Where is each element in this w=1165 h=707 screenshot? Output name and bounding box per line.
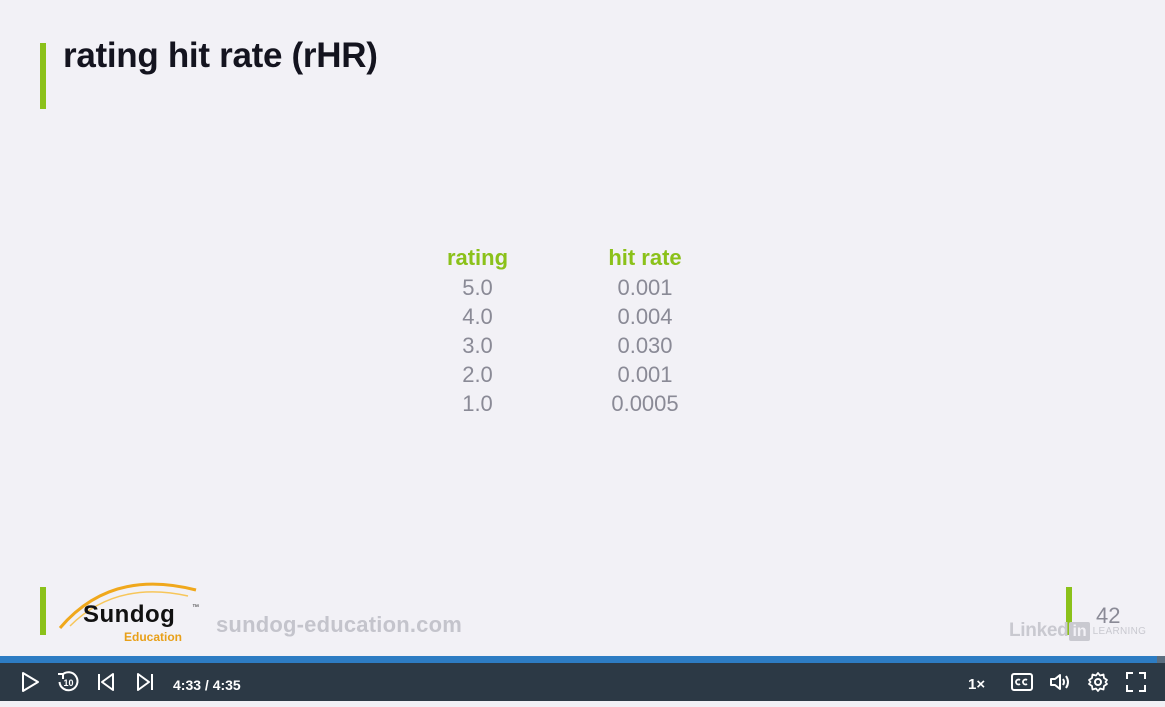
time-display: 4:33 / 4:35: [173, 677, 241, 693]
linkedin-in-badge: in: [1069, 621, 1090, 641]
closed-captions-button[interactable]: [1008, 663, 1036, 701]
next-icon: [137, 673, 153, 691]
title-accent-bar: [40, 43, 46, 109]
table-cell: 0.0005: [611, 391, 679, 416]
column-header-hit-rate: hit rate: [608, 245, 682, 270]
progress-fill: [0, 656, 1157, 663]
settings-icon: [1088, 672, 1108, 692]
play-button[interactable]: [16, 663, 44, 701]
logo-trademark: ™: [192, 604, 199, 611]
site-url: sundog-education.com: [216, 612, 462, 637]
rating-column: rating 5.0 4.0 3.0 2.0 1.0: [420, 243, 535, 418]
play-icon: [22, 672, 39, 692]
playback-speed-button[interactable]: 1×: [968, 676, 986, 693]
progress-bar[interactable]: [0, 656, 1165, 663]
logo-wordmark: Sundog: [83, 601, 176, 628]
rewind-seconds-label: 10: [63, 678, 73, 688]
settings-button[interactable]: [1084, 663, 1112, 701]
sundog-logo: Sundog ™ Education: [56, 574, 206, 646]
column-header-rating: rating: [446, 245, 509, 270]
footer-accent-bar-right: [1066, 587, 1072, 635]
player-controls: 10 4:33 / 4:35 1×: [0, 663, 1165, 701]
rewind-10-icon: 10: [58, 671, 79, 692]
hit-rate-column: hit rate 0.001 0.004 0.030 0.001 0.0005: [575, 243, 715, 418]
logo-subtitle: Education: [124, 630, 183, 644]
table-cell: 0.030: [617, 333, 673, 358]
previous-icon: [98, 673, 114, 691]
linkedin-learning-watermark: Linked in LEARNING: [1009, 620, 1146, 642]
sun-arc-icon: [58, 582, 197, 629]
slide: rating hit rate (rHR) rating 5.0 4.0 3.0…: [40, 36, 1146, 646]
table-cell: 0.001: [617, 362, 673, 387]
volume-icon: [1050, 674, 1069, 690]
table-cell: 3.0: [462, 333, 493, 358]
fullscreen-button[interactable]: [1122, 663, 1150, 701]
previous-button[interactable]: [93, 663, 119, 701]
linkedin-word: Linked: [1009, 620, 1069, 641]
next-button[interactable]: [132, 663, 158, 701]
rewind-10-button[interactable]: 10: [54, 663, 82, 701]
learning-word: LEARNING: [1092, 625, 1147, 637]
slide-title: rating hit rate (rHR): [63, 36, 378, 75]
fullscreen-icon: [1126, 672, 1146, 692]
table-cell: 0.001: [617, 275, 673, 300]
table-cell: 2.0: [462, 362, 493, 387]
closed-captions-icon: [1011, 673, 1033, 691]
page-number: 42: [1096, 603, 1121, 628]
volume-button[interactable]: [1047, 663, 1075, 701]
table-cell: 4.0: [462, 304, 493, 329]
table-cell: 0.004: [617, 304, 673, 329]
table-cell: 1.0: [462, 391, 493, 416]
table-cell: 5.0: [462, 275, 493, 300]
footer-accent-bar-left: [40, 587, 46, 635]
